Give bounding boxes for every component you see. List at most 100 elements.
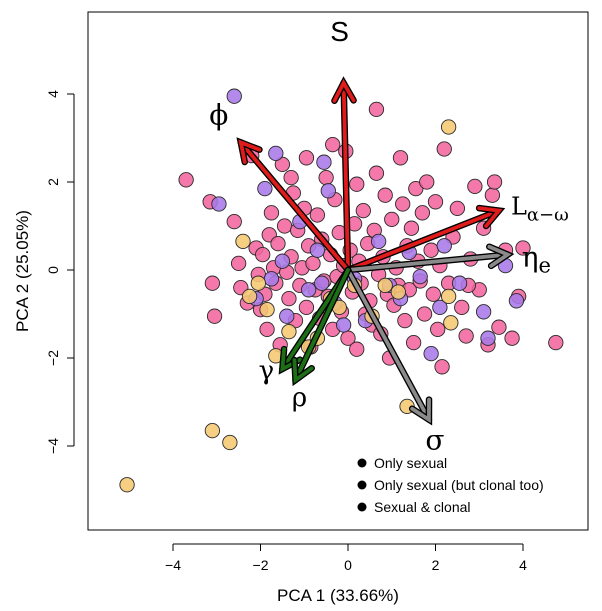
arrow-label: Lα−ω — [511, 193, 569, 226]
point-sexual-clonal — [206, 308, 223, 324]
point-only-sexual-clonal-too — [300, 282, 317, 298]
point-sexual-clonal — [283, 169, 299, 186]
y-axis: −4 −2 0 2 4 — [45, 90, 75, 454]
point-sexual-clonal — [449, 200, 466, 217]
point-sexual-clonal — [230, 255, 247, 272]
point-sexual-clonal — [392, 150, 409, 166]
point-only-sexual-clonal-too — [257, 180, 273, 197]
point-sexual-clonal — [436, 141, 452, 157]
point-sexual-clonal — [298, 299, 315, 316]
point-sexual-clonal — [281, 290, 297, 307]
point-sexual-clonal — [454, 299, 470, 316]
point-only-sexual — [250, 275, 266, 291]
point-sexual-clonal — [263, 205, 280, 221]
legend-marker — [357, 502, 367, 512]
x-tick-label: 2 — [432, 557, 440, 573]
legend-marker — [357, 458, 367, 468]
point-sexual-clonal — [377, 187, 393, 203]
arrow-label: σ — [425, 424, 444, 457]
point-only-sexual-clonal-too — [412, 268, 428, 285]
point-only-sexual — [440, 119, 457, 135]
y-axis-label: PCA 2 (25.05%) — [13, 210, 32, 332]
point-sexual-clonal — [349, 176, 365, 192]
legend-marker — [357, 480, 367, 490]
point-only-sexual-clonal-too — [423, 345, 439, 362]
plot-frame — [87, 11, 589, 531]
arrow-Lα−ω — [344, 204, 506, 274]
point-sexual-clonal — [548, 334, 564, 351]
point-only-sexual-clonal-too — [432, 299, 448, 316]
legend-label: Only sexual (but clonal too) — [374, 477, 544, 493]
point-sexual-clonal — [349, 341, 365, 357]
point-only-sexual-clonal-too — [436, 238, 452, 254]
point-sexual-clonal — [318, 169, 334, 186]
arrow-label: γ — [259, 356, 275, 386]
point-sexual-clonal — [458, 328, 474, 344]
point-sexual-clonal — [397, 312, 413, 329]
point-only-sexual — [281, 323, 297, 340]
point-sexual-clonal — [259, 321, 275, 338]
point-only-sexual — [241, 288, 258, 305]
point-sexual-clonal — [504, 330, 520, 346]
point-sexual-clonal — [467, 178, 483, 195]
point-only-sexual-clonal-too — [480, 330, 496, 346]
point-sexual-clonal — [298, 150, 315, 166]
point-sexual-clonal — [484, 187, 501, 203]
arrow-label: ηe — [522, 241, 551, 278]
point-sexual-clonal — [305, 255, 321, 272]
point-sexual-clonal — [204, 275, 221, 291]
point-sexual-clonal — [423, 242, 439, 258]
arrow-label: S — [330, 16, 349, 47]
x-tick-label: −4 — [165, 557, 181, 573]
arrow-ϕ — [236, 137, 352, 274]
point-sexual-clonal — [427, 194, 444, 210]
point-only-sexual-clonal-too — [226, 88, 242, 104]
x-axis-label: PCA 1 (33.66%) — [277, 586, 399, 605]
y-tick-label: 0 — [45, 266, 61, 274]
arrow-σ — [344, 266, 433, 426]
point-only-sexual-clonal-too — [268, 145, 284, 162]
point-only-sexual-clonal-too — [316, 154, 332, 170]
x-tick-label: −2 — [253, 557, 269, 573]
point-only-sexual — [443, 315, 459, 331]
point-only-sexual-clonal-too — [274, 253, 291, 269]
point-sexual-clonal — [178, 172, 194, 188]
point-only-sexual — [377, 277, 393, 294]
y-tick-label: 2 — [45, 178, 61, 186]
point-sexual-clonal — [491, 319, 507, 335]
point-only-sexual — [440, 288, 457, 305]
y-tick-label: −4 — [45, 438, 61, 454]
point-only-sexual-clonal-too — [508, 293, 525, 309]
point-only-sexual — [259, 301, 275, 318]
arrow-ρ — [291, 266, 352, 387]
point-only-sexual-clonal-too — [309, 242, 326, 258]
y-tick-label: 4 — [45, 90, 61, 98]
point-sexual-clonal — [434, 359, 450, 375]
point-sexual-clonal — [403, 220, 420, 236]
y-tick-label: −2 — [45, 350, 61, 366]
point-sexual-clonal — [515, 240, 531, 256]
point-only-sexual-clonal-too — [335, 317, 352, 333]
point-only-sexual-clonal-too — [314, 275, 330, 291]
point-sexual-clonal — [430, 321, 446, 338]
point-sexual-clonal — [395, 196, 411, 212]
arrow-S — [331, 76, 357, 274]
point-sexual-clonal — [486, 174, 503, 190]
point-sexual-clonal — [405, 334, 422, 351]
point-only-sexual-clonal-too — [279, 308, 295, 324]
point-only-sexual — [390, 284, 406, 300]
point-sexual-clonal — [416, 306, 433, 322]
arrow-label: ρ — [292, 383, 307, 413]
arrow-ηe — [344, 243, 515, 274]
arrow-label: ϕ — [209, 98, 228, 131]
x-axis: −4 −2 0 2 4 — [165, 543, 527, 573]
point-only-sexual — [222, 434, 238, 451]
point-sexual-clonal — [255, 246, 271, 263]
point-sexual-clonal — [355, 202, 371, 219]
point-only-sexual — [235, 233, 251, 250]
point-only-sexual-clonal-too — [475, 304, 492, 320]
point-only-sexual-clonal-too — [263, 271, 280, 287]
legend-label: Sexual & clonal — [374, 499, 471, 515]
point-sexual-clonal — [276, 218, 293, 234]
